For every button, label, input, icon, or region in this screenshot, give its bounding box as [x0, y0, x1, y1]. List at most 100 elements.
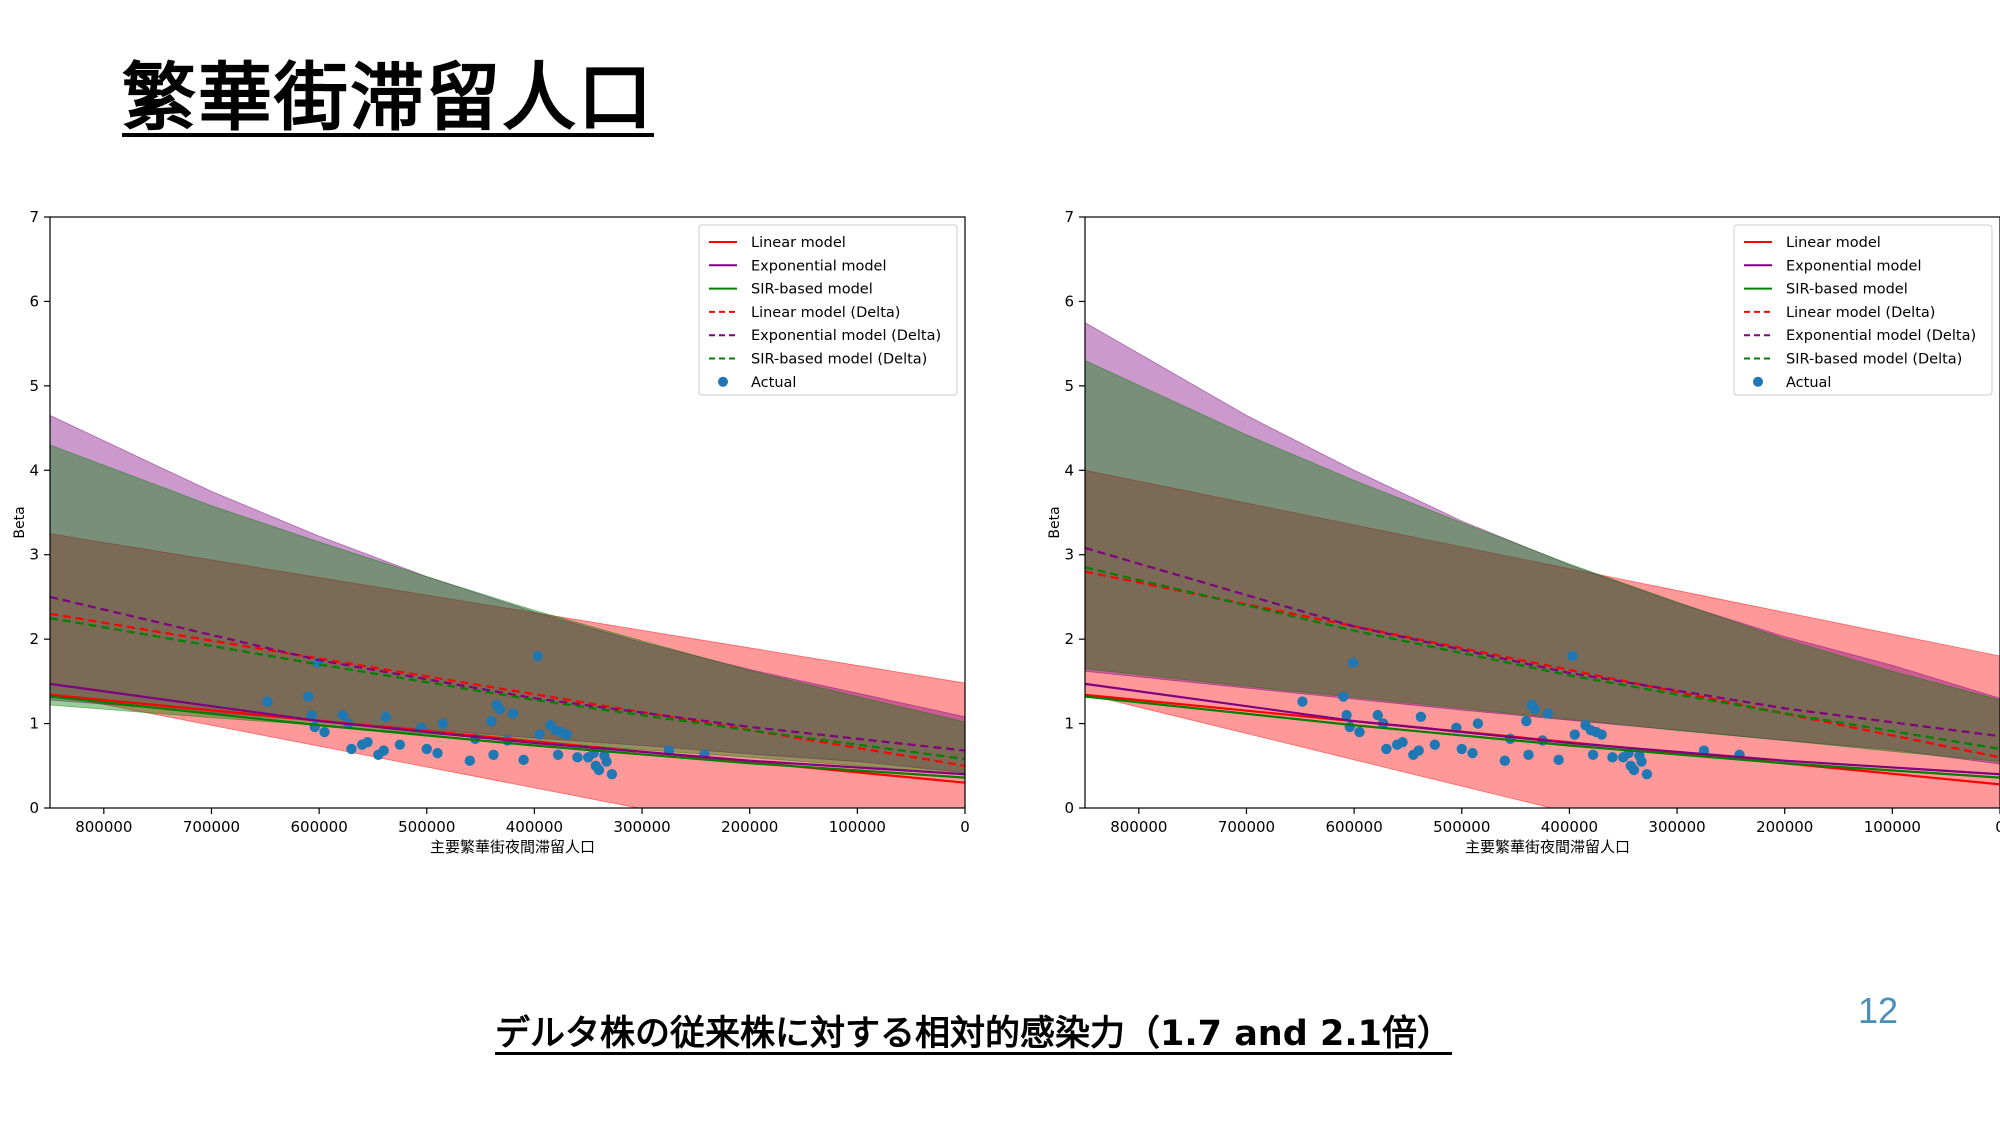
y-tick-label: 6: [29, 292, 39, 310]
actual-point: [1628, 764, 1640, 776]
actual-point: [306, 709, 317, 721]
y-axis-label: Beta: [12, 506, 28, 538]
x-axis-label: 主要繁華街夜間滞留人口: [1465, 838, 1630, 856]
legend-label: Actual: [1786, 375, 1831, 391]
actual-point: [1347, 657, 1359, 668]
chart-right: 800000 700000 600000 500000 400000 300000 2000…: [1035, 205, 2000, 865]
actual-point: [362, 736, 373, 748]
x-tick-label: 500000: [398, 818, 455, 836]
actual-point: [1415, 711, 1427, 723]
actual-point: [1553, 754, 1564, 766]
legend-label: SIR-based model (Delta): [751, 352, 927, 368]
actual-point: [534, 729, 545, 740]
chart-right-svg: 800000 700000 600000 500000 400000 300000 2000…: [1047, 208, 2000, 856]
x-tick-label: 800000: [75, 818, 132, 836]
actual-point: [1354, 726, 1365, 738]
x-tick-label: 300000: [1648, 818, 1705, 836]
actual-point: [593, 764, 605, 776]
actual-point: [437, 718, 449, 729]
y-tick-label: 7: [29, 208, 39, 226]
y-tick-label: 6: [1064, 292, 1074, 310]
x-axis-label: 主要繁華街夜間滞留人口: [430, 838, 595, 856]
band-sir-based-model-delta: [1085, 360, 2000, 762]
actual-point: [378, 745, 389, 756]
actual-point: [380, 711, 392, 723]
y-tick-label: 4: [1064, 461, 1074, 479]
line-sir-based-model-delta: [50, 616, 965, 761]
x-tick-label: 0: [1995, 818, 2000, 836]
legend-box: [698, 224, 958, 396]
legend-marker: [1753, 376, 1763, 387]
y-tick-label: 2: [1064, 630, 1074, 648]
actual-point: [532, 650, 543, 662]
actual-point: [421, 743, 432, 755]
y-tick-label: 5: [1064, 377, 1074, 395]
y-tick-label: 0: [29, 799, 39, 817]
axes-frame: [1084, 216, 2000, 809]
actual-point: [1529, 704, 1541, 715]
legend-label: SIR-based model: [751, 282, 873, 298]
x-tick-label: 400000: [1541, 818, 1598, 836]
band-linear-model-delta: [50, 533, 965, 808]
legend-label: Exponential model (Delta): [751, 328, 941, 344]
actual-point: [1472, 718, 1484, 729]
y-tick-label: 7: [1064, 208, 1074, 226]
actual-point: [1569, 729, 1580, 740]
actual-point: [518, 754, 529, 766]
legend-label: Linear model: [1786, 235, 1881, 251]
plot-area: [1085, 322, 2000, 808]
actual-point: [1523, 749, 1534, 761]
actual-point: [1641, 769, 1653, 780]
actual-point: [1397, 736, 1408, 748]
actual-point: [432, 747, 443, 759]
y-tick-label: 1: [1064, 715, 1074, 733]
actual-point: [572, 752, 583, 763]
actual-point: [1587, 749, 1599, 761]
actual-point: [346, 743, 357, 755]
actual-point: [1499, 755, 1511, 766]
actual-point: [337, 709, 348, 721]
y-tick-label: 3: [1064, 546, 1074, 564]
y-tick-label: 0: [1064, 799, 1074, 817]
actual-point: [303, 691, 314, 702]
line-sir-based-model: [50, 695, 965, 779]
x-tick-label: 800000: [1110, 818, 1167, 836]
chart-left: 800000 700000 600000 500000 400000 300000 2000…: [0, 205, 1000, 865]
legend-label: Linear model (Delta): [751, 305, 900, 321]
legend-label: Linear model (Delta): [1786, 305, 1935, 321]
x-tick-label: 600000: [290, 818, 347, 836]
legend-marker: [718, 376, 728, 387]
actual-point: [486, 715, 497, 727]
axes-frame: [49, 216, 966, 809]
legend-label: Exponential model (Delta): [1786, 328, 1976, 344]
x-tick-label: 100000: [829, 818, 886, 836]
y-tick-label: 1: [29, 715, 39, 733]
actual-point: [1413, 745, 1424, 756]
actual-point: [488, 749, 499, 761]
actual-point: [1456, 743, 1467, 755]
x-tick-label: 200000: [1756, 818, 1813, 836]
y-tick-label: 5: [29, 377, 39, 395]
actual-point: [1341, 709, 1352, 721]
actual-point: [1372, 709, 1383, 721]
actual-point: [1596, 729, 1607, 740]
chart-left-svg: 800000 700000 600000 500000 400000 300000 2000…: [12, 208, 970, 856]
line-exponential-model-delta: [50, 595, 965, 752]
legend-label: Exponential model: [1786, 258, 1922, 274]
legend-label: Actual: [751, 375, 796, 391]
actual-point: [507, 708, 519, 719]
line-sir-based-model: [1085, 695, 2000, 779]
actual-point: [494, 704, 506, 715]
x-tick-label: 200000: [721, 818, 778, 836]
actual-point: [1381, 743, 1392, 755]
y-tick-label: 4: [29, 461, 39, 479]
legend-box: [1733, 224, 1993, 396]
y-tick-label: 3: [29, 546, 39, 564]
actual-point: [606, 769, 618, 780]
actual-point: [319, 726, 330, 738]
actual-point: [1636, 756, 1647, 767]
actual-point: [1467, 747, 1478, 759]
legend-label: SIR-based model (Delta): [1786, 352, 1962, 368]
legend: Linear model Exponential model SIR-based m…: [1733, 224, 1993, 396]
plot-area: [50, 414, 965, 808]
